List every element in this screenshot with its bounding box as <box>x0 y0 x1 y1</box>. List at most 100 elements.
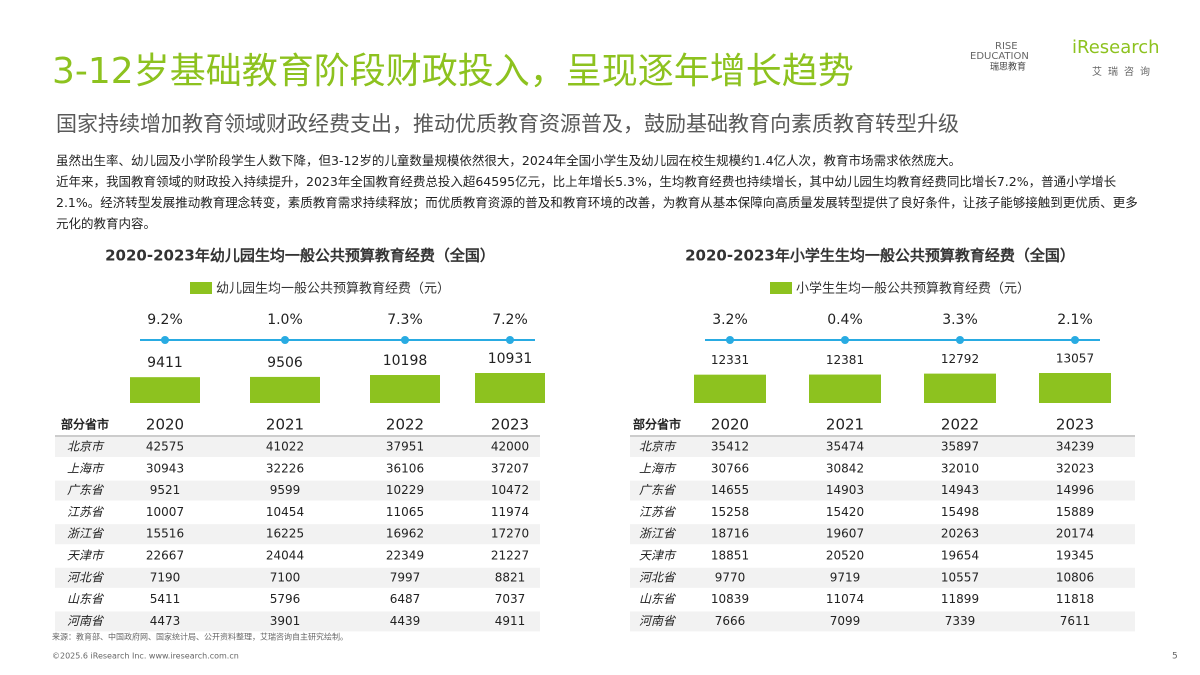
bar <box>475 373 545 403</box>
table-cell: 24044 <box>266 549 304 563</box>
growth-point <box>956 336 964 344</box>
growth-label: 7.3% <box>387 312 423 328</box>
logo-text: 艾瑞咨询 <box>1092 65 1156 78</box>
table-cell: 16225 <box>266 527 304 541</box>
table-cell: 19607 <box>826 527 864 541</box>
table-cell: 10806 <box>1056 570 1094 584</box>
table-cell: 19345 <box>1056 549 1094 563</box>
legend-swatch <box>190 282 212 294</box>
table-cell: 7100 <box>270 570 301 584</box>
row-band <box>55 502 540 523</box>
row-band <box>55 611 540 632</box>
table-cell: 3901 <box>270 614 301 628</box>
table-cell: 11974 <box>491 505 529 519</box>
row-name: 浙江省 <box>639 527 677 541</box>
row-band <box>55 480 540 501</box>
row-band <box>630 437 1135 457</box>
table-cell: 10472 <box>491 483 529 497</box>
table-cell: 7611 <box>1060 614 1091 628</box>
value-label: 12331 <box>711 353 749 367</box>
row-band <box>630 611 1135 632</box>
bar <box>694 374 766 403</box>
row-name: 河南省 <box>639 614 677 628</box>
value-label: 9411 <box>147 355 183 371</box>
row-band <box>630 480 1135 501</box>
paragraph: 虽然出生率、幼儿园及小学阶段学生人数下降，但3-12岁的儿童数量规模依然很大，2… <box>56 153 962 168</box>
table-cell: 20263 <box>941 527 979 541</box>
row-band <box>55 458 540 479</box>
row-name: 广东省 <box>67 483 105 497</box>
growth-point <box>401 336 409 344</box>
row-band <box>630 502 1135 523</box>
table-cell: 35474 <box>826 440 864 454</box>
row-band <box>55 589 540 610</box>
row-band <box>630 546 1135 566</box>
table-cell: 32226 <box>266 461 304 475</box>
logo-text: iResearch <box>1072 37 1160 58</box>
table-cell: 32023 <box>1056 461 1094 475</box>
row-name: 江苏省 <box>67 505 105 519</box>
row-name: 山东省 <box>67 592 105 606</box>
table-cell: 4439 <box>390 614 421 628</box>
row-band <box>630 567 1135 588</box>
table-cell: 30766 <box>711 461 749 475</box>
bar <box>250 376 320 403</box>
table-header: 2020 <box>711 416 749 434</box>
paragraph: 近年来，我国教育领域的财政投入持续提升，2023年全国教育经费总投入超64595… <box>56 174 1138 231</box>
table-header: 2020 <box>146 416 184 434</box>
row-name: 北京市 <box>67 440 105 454</box>
table-corner: 部分省市 <box>61 417 109 432</box>
row-name: 广东省 <box>639 483 677 497</box>
row-name: 江苏省 <box>639 505 677 519</box>
row-name: 河北省 <box>67 570 105 584</box>
bar <box>924 373 996 403</box>
table-cell: 41022 <box>266 440 304 454</box>
logo-text: RISE <box>995 41 1018 52</box>
value-label: 13057 <box>1056 352 1094 366</box>
growth-point <box>281 336 289 344</box>
growth-label: 3.2% <box>712 312 748 328</box>
table-cell: 7190 <box>150 570 181 584</box>
table-cell: 10007 <box>146 505 184 519</box>
table-cell: 35412 <box>711 440 749 454</box>
growth-label: 1.0% <box>267 312 303 328</box>
table-cell: 42000 <box>491 440 529 454</box>
row-name: 上海市 <box>639 461 677 475</box>
growth-point <box>1071 336 1079 344</box>
value-label: 9506 <box>267 355 303 371</box>
row-band <box>630 524 1135 545</box>
table-cell: 22667 <box>146 549 184 563</box>
row-name: 天津市 <box>67 549 105 563</box>
table-cell: 11065 <box>386 505 424 519</box>
growth-label: 7.2% <box>492 312 528 328</box>
table-cell: 7037 <box>495 592 526 606</box>
legend-label: 小学生生均一般公共预算教育经费（元） <box>796 281 1030 297</box>
value-label: 10198 <box>383 353 428 369</box>
bar <box>370 375 440 403</box>
slide-title: 3-12岁基础教育阶段财政投入，呈现逐年增长趋势 <box>52 51 854 92</box>
row-band <box>55 567 540 588</box>
row-band <box>630 589 1135 610</box>
table-cell: 11818 <box>1056 592 1094 606</box>
table-cell: 37207 <box>491 461 529 475</box>
chart-title: 2020-2023年幼儿园生均一般公共预算教育经费（全国） <box>105 247 495 265</box>
row-name: 北京市 <box>639 440 677 454</box>
table-cell: 14903 <box>826 483 864 497</box>
table-cell: 9521 <box>150 483 181 497</box>
table-cell: 19654 <box>941 549 979 563</box>
table-cell: 14996 <box>1056 483 1094 497</box>
row-name: 天津市 <box>639 549 677 563</box>
table-cell: 8821 <box>495 570 526 584</box>
table-cell: 5411 <box>150 592 181 606</box>
table-header: 2021 <box>826 416 864 434</box>
table-cell: 7099 <box>830 614 861 628</box>
row-band <box>55 546 540 566</box>
value-label: 12792 <box>941 352 979 366</box>
logo-text: EDUCATION <box>970 51 1029 62</box>
table-cell: 42575 <box>146 440 184 454</box>
table-cell: 6487 <box>390 592 421 606</box>
table-cell: 16962 <box>386 527 424 541</box>
growth-label: 3.3% <box>942 312 978 328</box>
table-cell: 10454 <box>266 505 304 519</box>
row-name: 浙江省 <box>67 527 105 541</box>
